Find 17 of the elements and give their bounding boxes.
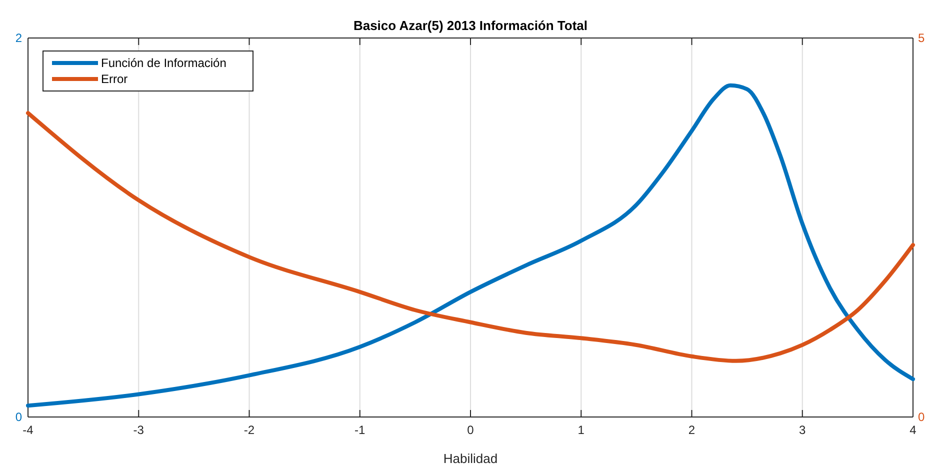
- y2-tick-label: 0: [918, 410, 925, 424]
- line-series: [26, 111, 915, 363]
- legend-label: Función de Información: [101, 56, 226, 70]
- y2-tick-label: 5: [918, 31, 925, 45]
- x-axis-title: Habilidad: [443, 451, 498, 466]
- legend-label: Error: [101, 72, 128, 86]
- x-tick-label: -1: [354, 423, 366, 437]
- chart-title: Basico Azar(5) 2013 Información Total: [353, 18, 588, 33]
- x-tick-label: 1: [578, 423, 585, 437]
- x-tick-label: 3: [799, 423, 806, 437]
- x-tick-label: -2: [244, 423, 255, 437]
- x-tick-label: 2: [688, 423, 696, 437]
- x-tick-label: -4: [22, 423, 34, 437]
- x-tick-label: -3: [133, 423, 144, 437]
- line-series: [26, 83, 915, 408]
- x-tick-label: 4: [910, 423, 917, 437]
- x-tick-label: 0: [467, 423, 474, 437]
